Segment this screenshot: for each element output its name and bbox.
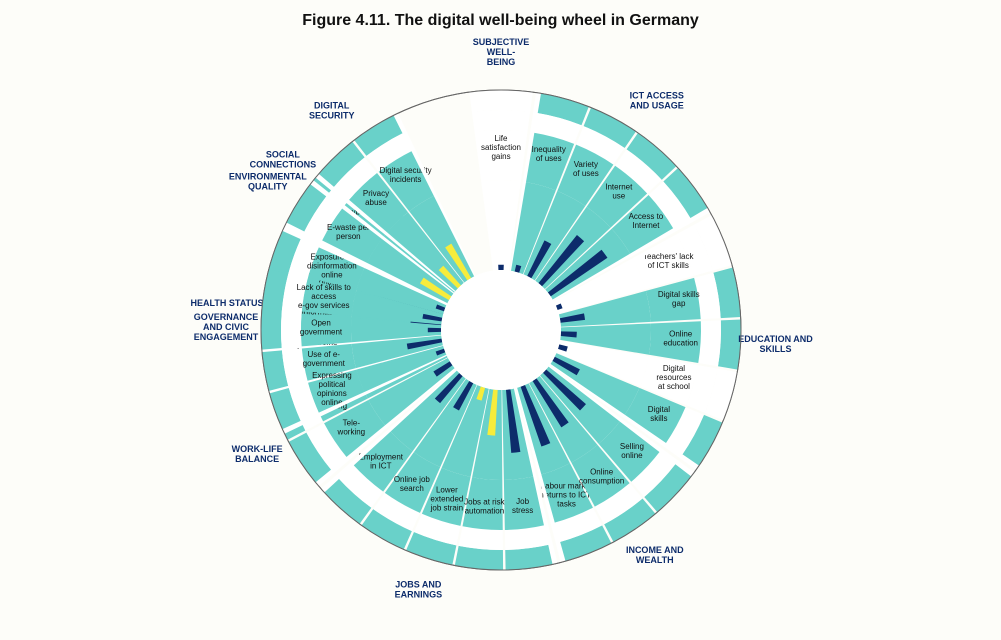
indicator-label: Jobs at riskautomation	[464, 498, 505, 516]
indicator-label: Teachers' lackof ICT skills	[643, 252, 694, 270]
category-label: SOCIALCONNECTIONS	[249, 150, 316, 170]
category-label: ICT ACCESSAND USAGE	[629, 90, 683, 110]
category-label: INCOME ANDWEALTH	[625, 545, 683, 565]
indicator-bar	[498, 265, 504, 270]
indicator-label: Use of e-government	[302, 350, 345, 368]
category-label: WORK-LIFEBALANCE	[231, 444, 282, 464]
indicator-label: Digitalskills	[647, 405, 669, 423]
indicator-label: Varietyof uses	[572, 160, 598, 178]
indicator-label: Privacyabuse	[362, 189, 388, 207]
indicator-label: Inequalityof uses	[531, 145, 565, 163]
category-label: GOVERNANCEAND CIVICENGAGEMENT	[193, 312, 258, 342]
category-label: SUBJECTIVEWELL-BEING	[472, 37, 529, 67]
indicator-label: Access toInternet	[628, 212, 663, 230]
category-label: JOBS ANDEARNINGS	[394, 579, 442, 599]
indicator-bar	[427, 328, 440, 332]
category-label: ENVIRONMENTALQUALITY	[228, 171, 306, 191]
category-label: DIGITALSECURITY	[308, 100, 354, 120]
category-label: EDUCATION ANDSKILLS	[738, 334, 813, 354]
indicator-label: Sellingonline	[619, 442, 643, 460]
wellbeing-wheel-chart: LifesatisfactiongainsSUBJECTIVEWELL-BEIN…	[151, 20, 851, 640]
category-label: HEALTH STATUS	[190, 298, 263, 308]
